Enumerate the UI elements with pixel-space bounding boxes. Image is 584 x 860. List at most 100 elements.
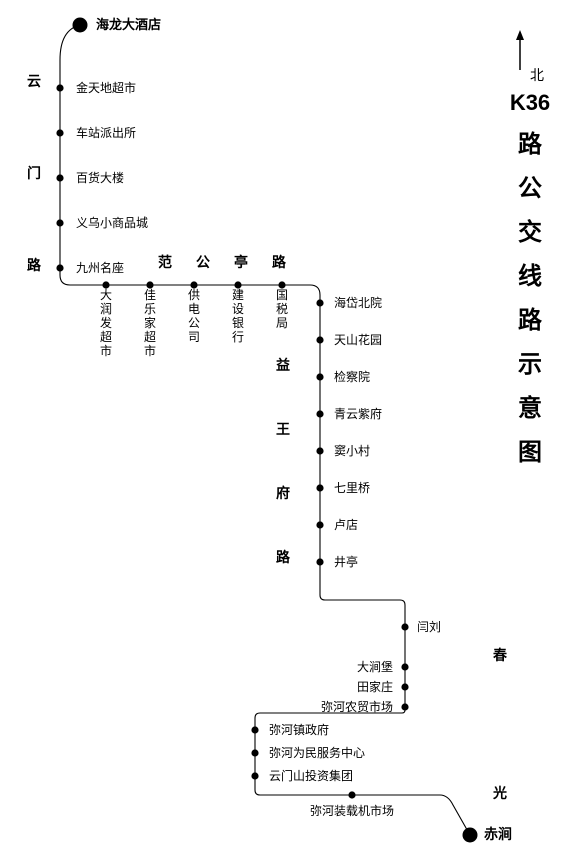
road-char: 亭 [234, 254, 248, 271]
stop-label: 天山花园 [334, 332, 382, 347]
stop-dot [316, 410, 323, 417]
stop-dot [316, 484, 323, 491]
road-char: 益 [276, 357, 290, 374]
stop-label: 弥河农贸市场 [321, 699, 393, 714]
stop-label: 税 [276, 302, 288, 316]
stop-dot [401, 663, 408, 670]
title-char: 路 [518, 130, 543, 158]
bus-stop: 国税局 [276, 281, 288, 330]
road-char: 范 [158, 254, 172, 271]
stop-dot [316, 521, 323, 528]
stop-dot [401, 623, 408, 630]
stop-label: 窦小村 [334, 444, 370, 458]
stop-label: 七里桥 [334, 481, 370, 495]
road-char: 路 [27, 257, 42, 274]
stop-label: 银 [232, 316, 244, 330]
road-label-chunguang1: 春 [492, 647, 508, 664]
stop-label: 公 [188, 316, 200, 330]
road-char: 王 [276, 422, 290, 438]
stop-dot [56, 129, 63, 136]
stop-label: 卢店 [334, 517, 358, 532]
stop-label: 百货大楼 [76, 170, 124, 185]
stop-dot [348, 791, 355, 798]
stop-label: 云门山投资集团 [269, 768, 353, 783]
stop-label: 弥河为民服务中心 [269, 745, 365, 760]
stop-label: 义乌小商品城 [76, 215, 148, 230]
stop-label: 大涧堡 [357, 659, 393, 674]
stop-label: 局 [276, 316, 288, 330]
road-char: 门 [27, 165, 41, 182]
stop-dot [251, 726, 258, 733]
road-char: 云 [27, 74, 41, 90]
stop-label: 弥河装载机市场 [310, 803, 394, 818]
stop-label: 国 [276, 288, 288, 302]
title-char: 线 [518, 263, 542, 290]
title-char: 公 [518, 176, 542, 202]
stop-dot [251, 749, 258, 756]
road-label-chunguang2: 光 [492, 785, 507, 802]
stop-label: 闫刘 [417, 620, 441, 634]
stop-dot [316, 336, 323, 343]
stop-label: 九州名座 [76, 260, 124, 275]
stop-label: 家 [144, 315, 156, 330]
stop-label: 设 [232, 302, 244, 316]
stop-label: 青云紫府 [334, 406, 382, 421]
route-id: K36 [510, 90, 550, 115]
title-char: 图 [518, 439, 542, 466]
stop-dot [316, 299, 323, 306]
road-char: 光 [492, 785, 507, 802]
stop-dot [316, 373, 323, 380]
terminal-dot [463, 828, 478, 843]
terminal-label: 赤涧 [484, 826, 512, 843]
title-char: 路 [518, 306, 543, 334]
terminal-label: 海龙大酒店 [96, 17, 161, 32]
stop-label: 田家庄 [357, 679, 393, 694]
title-char: 示 [518, 352, 542, 378]
stop-dot [251, 772, 258, 779]
stop-dot [56, 174, 63, 181]
stop-label: 检察院 [334, 369, 370, 384]
stop-label: 超 [144, 329, 156, 344]
stop-label: 建 [232, 288, 244, 302]
stop-dot [56, 84, 63, 91]
road-char: 春 [492, 647, 508, 664]
road-char: 府 [276, 485, 290, 502]
route-map-canvas: 北 K36路公交线路示意图 金天地超市车站派出所百货大楼义乌小商品城九州名座大润… [0, 0, 584, 860]
stop-label: 发 [100, 315, 112, 330]
bus-stop: 建设银行 [232, 281, 244, 344]
title-char: 意 [518, 394, 542, 422]
title-char: 交 [518, 218, 542, 246]
road-char: 路 [272, 254, 287, 271]
stop-label: 弥河镇政府 [269, 722, 329, 737]
bus-stop: 佳乐家超市 [144, 281, 156, 358]
stop-label: 佳 [144, 288, 156, 302]
stop-label: 海岱北院 [334, 295, 382, 310]
compass-label: 北 [530, 68, 544, 84]
stop-dot [316, 558, 323, 565]
road-char: 公 [196, 255, 210, 271]
stop-label: 超 [100, 329, 112, 344]
stop-dot [401, 683, 408, 690]
stop-dot [316, 447, 323, 454]
stop-dot [56, 264, 63, 271]
stop-dot [56, 219, 63, 226]
stop-dot [401, 703, 408, 710]
stop-label: 司 [188, 330, 200, 344]
stop-label: 乐 [144, 302, 156, 316]
bus-stop: 大润发超市 [100, 281, 112, 358]
bus-stop: 弥河为民服务中心 [251, 745, 365, 760]
stop-label: 润 [100, 302, 112, 316]
stop-label: 大 [100, 288, 112, 302]
stop-label: 市 [100, 343, 112, 358]
stop-label: 井亭 [334, 554, 358, 569]
stop-label: 行 [232, 330, 244, 344]
bus-stop: 供电公司 [188, 281, 200, 344]
terminal-chijian: 赤涧 [463, 826, 513, 843]
stop-label: 车站派出所 [76, 125, 136, 140]
stop-label: 供 [188, 288, 200, 302]
terminal-dot [73, 18, 88, 33]
stop-label: 电 [188, 302, 200, 316]
stop-label: 市 [144, 343, 156, 358]
stop-label: 金天地超市 [76, 80, 136, 95]
road-char: 路 [276, 549, 291, 566]
